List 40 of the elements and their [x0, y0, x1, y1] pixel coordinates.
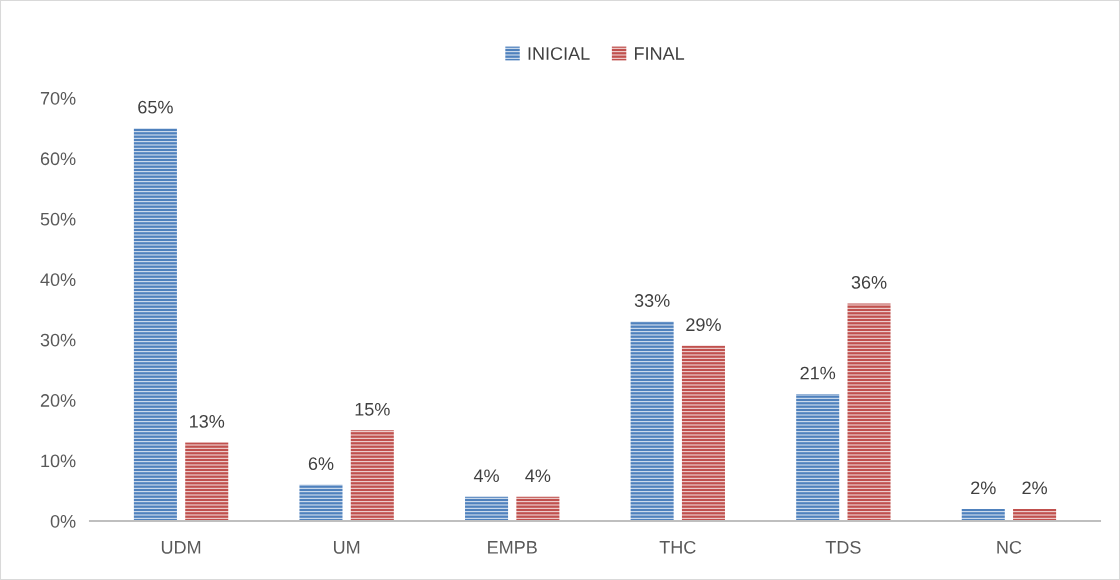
data-label: 36%: [851, 275, 887, 289]
bar: [516, 496, 560, 521]
bar: [796, 394, 840, 521]
legend-label: INICIAL: [528, 47, 590, 60]
data-label: 4%: [525, 469, 551, 483]
y-tick-label: 60%: [40, 152, 76, 166]
y-tick-label: 0%: [50, 514, 76, 528]
x-tick-label: EMPB: [488, 541, 537, 554]
data-label: 4%: [473, 469, 499, 483]
bar: [961, 508, 1005, 521]
data-label: 21%: [800, 366, 836, 380]
bar: [185, 442, 229, 521]
y-tick-label: 70%: [40, 91, 76, 105]
data-label: 13%: [190, 414, 225, 428]
x-tick-label: UM: [333, 541, 360, 554]
bar: [630, 321, 674, 521]
bar: [350, 430, 394, 521]
data-label: 29%: [686, 318, 721, 332]
legend-label: FINAL: [635, 47, 685, 60]
bar: [465, 496, 509, 521]
x-tick-label: UDM: [161, 541, 201, 554]
bar: [1013, 508, 1057, 521]
data-label: 33%: [634, 294, 670, 307]
data-label: 15%: [355, 402, 390, 416]
data-label: 2%: [1022, 481, 1047, 495]
y-tick-label: 50%: [40, 212, 76, 226]
y-tick-label: 40%: [40, 273, 76, 287]
bar: [299, 484, 343, 521]
bar: [133, 128, 177, 521]
y-tick-label: 10%: [41, 454, 76, 468]
data-label: 65%: [138, 100, 173, 114]
data-label: 2%: [971, 481, 996, 495]
y-tick-label: 20%: [40, 394, 76, 407]
x-tick-label: TDS: [825, 540, 861, 554]
bar: [681, 345, 725, 521]
x-tick-label: NC: [997, 540, 1022, 554]
x-tick-label: THC: [659, 540, 696, 554]
y-tick-label: 30%: [40, 333, 76, 347]
data-label: 6%: [308, 457, 334, 471]
bar: [847, 303, 891, 521]
